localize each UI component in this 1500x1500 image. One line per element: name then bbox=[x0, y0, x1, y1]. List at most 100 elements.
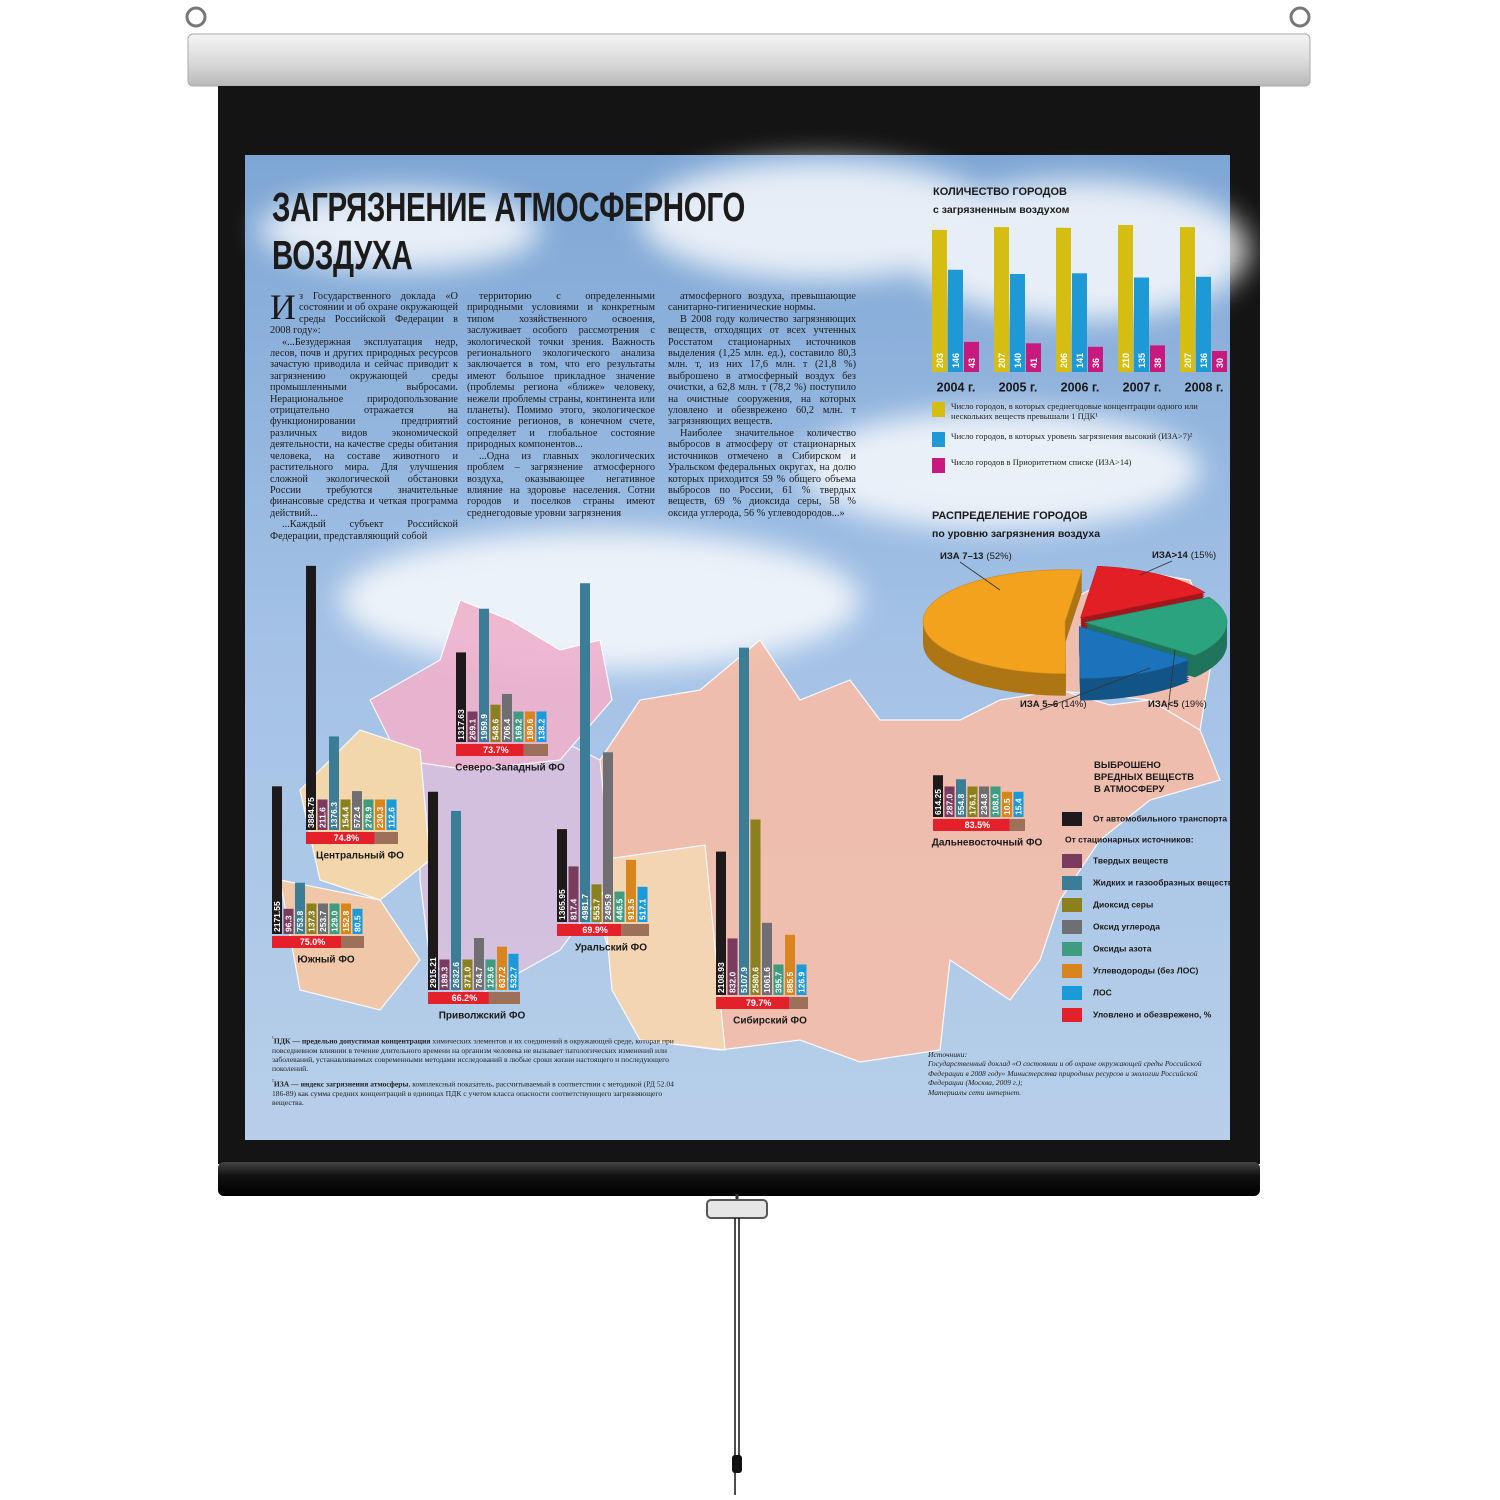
value-label: 532.7 bbox=[508, 966, 518, 988]
legend-swatch bbox=[932, 402, 945, 417]
value-label: 287.0 bbox=[944, 793, 954, 815]
bar bbox=[1026, 343, 1041, 372]
value-label-bg bbox=[329, 903, 340, 934]
hook bbox=[1289, 6, 1311, 28]
value-label-bg bbox=[462, 959, 473, 990]
value-label: 211.6 bbox=[317, 807, 327, 828]
legend-label: Диоксид серы bbox=[1093, 899, 1153, 909]
bottom-bar bbox=[218, 1162, 1260, 1196]
value-label: 38 bbox=[1153, 358, 1163, 368]
hook bbox=[185, 6, 207, 28]
value-label: 80.5 bbox=[352, 915, 362, 932]
value-label-bg bbox=[956, 786, 966, 817]
value-label: 136 bbox=[1199, 353, 1209, 368]
value-label: 30 bbox=[1215, 358, 1225, 368]
value-label: 395.7 bbox=[773, 971, 783, 993]
value-label-bg bbox=[485, 959, 496, 990]
bar bbox=[1134, 277, 1149, 372]
district-name: Северо-Западный ФО bbox=[455, 763, 565, 774]
value-label-bg bbox=[796, 964, 807, 995]
value-label-bg bbox=[341, 903, 351, 934]
bar bbox=[456, 652, 466, 742]
district-name: Южный ФО bbox=[297, 955, 355, 966]
value-label: 2632.6 bbox=[451, 962, 461, 988]
value-label: 10.5 bbox=[1002, 798, 1012, 815]
value-label: 706.4 bbox=[502, 718, 512, 740]
chart-title: РАСПРЕДЕЛЕНИЕ ГОРОДОВ bbox=[932, 510, 1088, 522]
value-label-bg bbox=[283, 908, 294, 934]
value-label: 207 bbox=[997, 353, 1007, 368]
pie-slice bbox=[1080, 565, 1206, 619]
value-label: 1061.6 bbox=[762, 967, 772, 993]
captured-bar bbox=[428, 992, 489, 1004]
remainder-bar bbox=[488, 992, 520, 1004]
bar bbox=[451, 810, 461, 990]
bar bbox=[750, 819, 761, 995]
value-label-bg bbox=[603, 886, 613, 922]
value-label-bg bbox=[626, 891, 636, 922]
pie-label-value: (52%) bbox=[986, 551, 1011, 562]
captured-label: 74.8% bbox=[334, 833, 360, 843]
pie-leader bbox=[1139, 560, 1173, 576]
pull-handle bbox=[706, 1199, 768, 1219]
value-label: 637.2 bbox=[497, 966, 507, 988]
value-label: 203 bbox=[935, 353, 945, 368]
bar bbox=[1180, 227, 1195, 372]
value-label: 169.2 bbox=[513, 718, 523, 740]
value-label: 517.1 bbox=[637, 898, 647, 920]
value-label-bg bbox=[272, 892, 282, 934]
value-label-bg bbox=[479, 706, 489, 742]
value-label: 371.0 bbox=[462, 966, 472, 988]
x-tick-label: 2004 г. bbox=[937, 380, 976, 394]
legend-label: ЛОС bbox=[1093, 987, 1112, 997]
bar bbox=[306, 565, 316, 830]
legend-swatch bbox=[1062, 986, 1082, 1000]
remainder-bar bbox=[1009, 819, 1025, 831]
value-label: 138.2 bbox=[536, 718, 546, 740]
value-label-bg bbox=[340, 799, 351, 830]
captured-label: 73.7% bbox=[483, 745, 509, 755]
cord-knot bbox=[732, 1455, 742, 1473]
value-label: 141 bbox=[1075, 353, 1085, 368]
value-label-bg bbox=[773, 964, 784, 995]
value-label: 129.6 bbox=[485, 966, 495, 988]
value-label: 210 bbox=[1121, 353, 1131, 368]
value-label: 1959.9 bbox=[479, 714, 489, 740]
bar bbox=[716, 851, 726, 995]
bar bbox=[428, 791, 438, 990]
bottom-rail bbox=[218, 1162, 1260, 1495]
value-label-bg bbox=[363, 799, 374, 830]
bar bbox=[1010, 274, 1025, 372]
value-label: 817.4 bbox=[568, 898, 578, 920]
value-label: 4981.7 bbox=[580, 894, 590, 920]
region-north-west bbox=[369, 599, 613, 771]
value-label: 446.5 bbox=[614, 898, 624, 920]
value-label: 2495.9 bbox=[603, 894, 613, 920]
value-label: 108.0 bbox=[990, 793, 1000, 815]
legend-label: Твердых веществ bbox=[1093, 855, 1168, 865]
captured-bar bbox=[272, 936, 341, 948]
legend-subheading: От стационарных источников: bbox=[1065, 834, 1194, 844]
value-label-bg bbox=[933, 781, 943, 817]
pie-slice bbox=[922, 569, 1083, 675]
bar bbox=[272, 786, 282, 934]
bar bbox=[329, 736, 339, 830]
value-label-bg bbox=[614, 891, 625, 922]
captured-bar bbox=[557, 924, 622, 936]
pie-leader bbox=[1039, 667, 1151, 711]
legend-swatch bbox=[1062, 854, 1082, 868]
value-label: 614.25 bbox=[933, 789, 943, 815]
value-label: 36 bbox=[1091, 358, 1101, 368]
district-name: Уральский ФО bbox=[575, 943, 647, 954]
value-label-bg bbox=[352, 799, 362, 830]
bar bbox=[1088, 346, 1103, 372]
value-label-bg bbox=[750, 959, 761, 995]
captured-bar bbox=[456, 744, 524, 756]
pie-label-value: (15%) bbox=[1191, 550, 1216, 561]
value-label: 2108.93 bbox=[716, 962, 726, 993]
value-label: 206 bbox=[1059, 353, 1069, 368]
value-label: 1365.95 bbox=[557, 889, 567, 920]
bar bbox=[1118, 225, 1133, 372]
captured-label: 79.7% bbox=[746, 998, 772, 1008]
